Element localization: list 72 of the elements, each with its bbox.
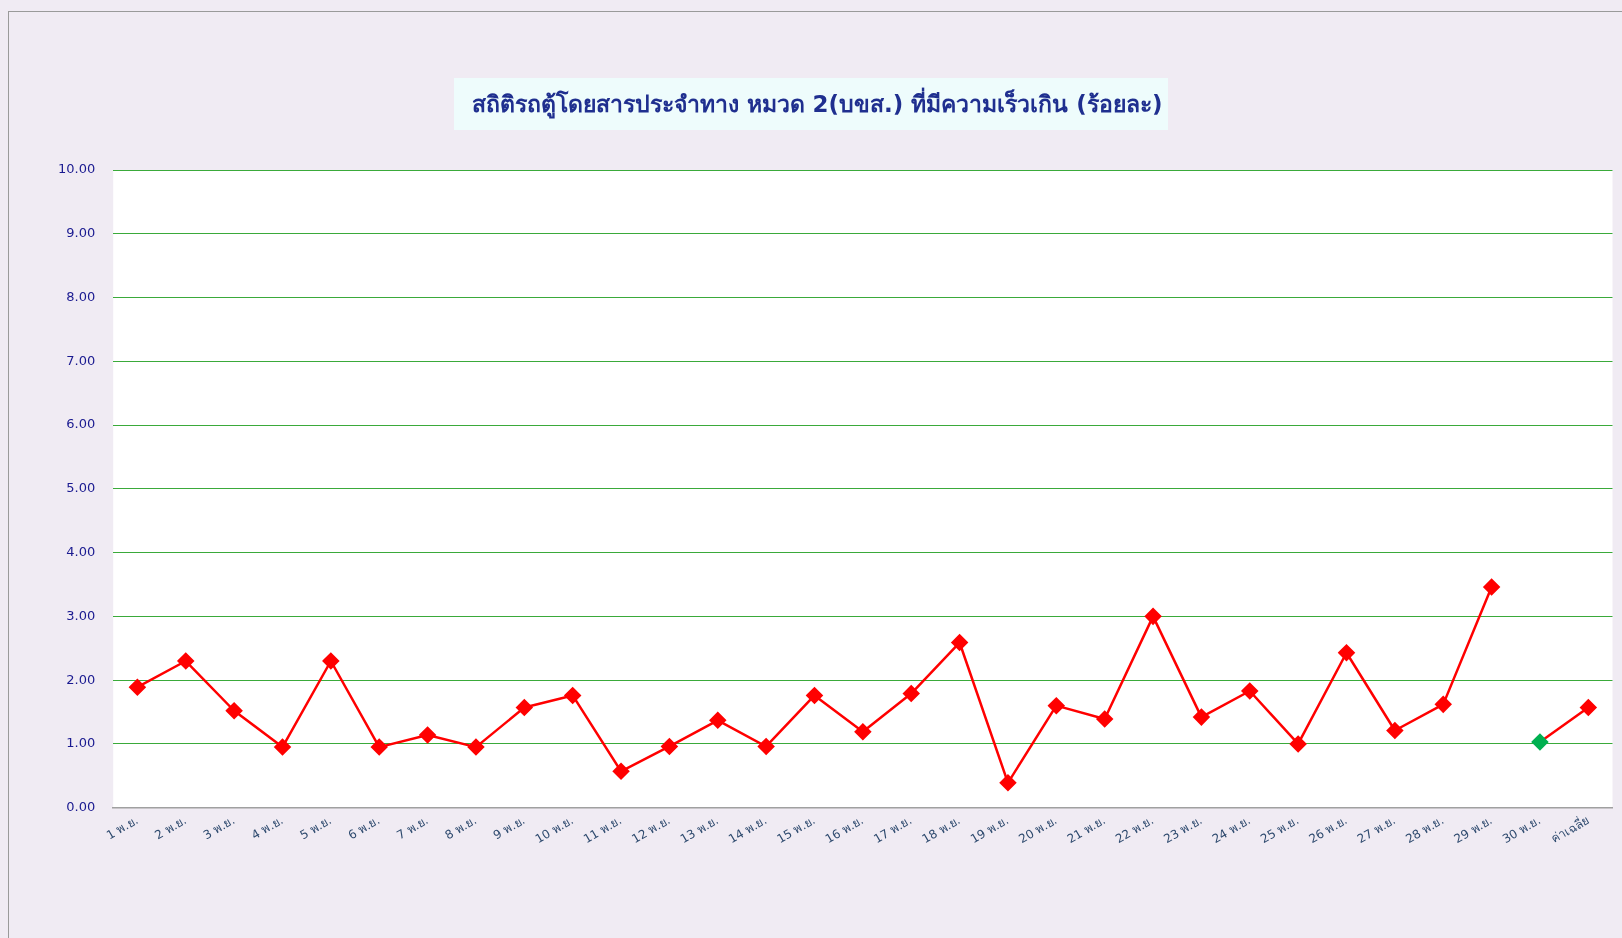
x-tick-label: 9 พ.ย. (490, 813, 528, 843)
x-tick-label: 4 พ.ย. (249, 813, 286, 843)
y-tick-label: 1.00 (66, 735, 96, 751)
y-tick-label: 3.00 (66, 607, 96, 623)
point (564, 687, 581, 704)
x-tick-label: 3 พ.ย. (200, 813, 238, 843)
point (1241, 682, 1259, 700)
point (322, 652, 340, 670)
point (129, 678, 146, 696)
point (274, 738, 291, 756)
x-tick-label: 23 พ.ย. (1161, 813, 1205, 847)
point (1144, 608, 1162, 625)
x-tick-label: 29 พ.ย. (1451, 813, 1495, 847)
point (1289, 735, 1307, 753)
x-tick-label: 14 พ.ย. (726, 813, 770, 847)
x-tick-label: 24 พ.ย. (1209, 813, 1253, 847)
x-tick-label: 1 พ.ย. (103, 813, 141, 843)
x-tick-label: 6 พ.ย. (345, 813, 383, 843)
point (1338, 644, 1355, 661)
x-tick-label: 19 พ.ย. (967, 813, 1012, 847)
x-tick-label: 13 พ.ย. (677, 813, 721, 847)
x-tick-label: 5 พ.ย. (297, 813, 334, 843)
y-tick-label: 7.00 (66, 352, 96, 368)
point (177, 652, 195, 670)
point (661, 738, 678, 755)
point (1048, 697, 1065, 714)
x-tick-label: 10 พ.ย. (532, 813, 576, 847)
x-tick-label: 21 พ.ย. (1064, 813, 1108, 847)
point (1193, 708, 1210, 726)
x-tick-label: 25 พ.ย. (1258, 813, 1302, 847)
point (612, 763, 630, 780)
x-tick-label: 16 พ.ย. (822, 813, 866, 847)
point (709, 712, 727, 729)
y-tick-label: 5.00 (66, 480, 96, 496)
x-tick-label: 28 พ.ย. (1403, 813, 1447, 847)
point (370, 738, 388, 756)
point (516, 699, 533, 716)
y-tick-label: 8.00 (66, 288, 96, 304)
point (467, 738, 485, 756)
point (1531, 733, 1549, 751)
point (1096, 710, 1113, 728)
point (757, 738, 775, 755)
point (1483, 578, 1500, 596)
point (419, 726, 436, 744)
point (1434, 696, 1452, 713)
x-tick-label: 20 พ.ย. (1016, 813, 1060, 847)
x-tick-label: 11 พ.ย. (581, 813, 625, 847)
point (1386, 722, 1404, 739)
y-tick-label: 4.00 (66, 543, 96, 559)
y-tick-label: 0.00 (66, 799, 96, 815)
x-tick-label: 8 พ.ย. (442, 813, 480, 843)
x-tick-label: 7 พ.ย. (394, 813, 431, 843)
point (951, 634, 968, 651)
x-tick-label: 15 พ.ย. (774, 813, 818, 847)
point (854, 723, 872, 741)
y-tick-label: 6.00 (66, 416, 96, 432)
x-tick-label: 27 พ.ย. (1354, 813, 1398, 847)
x-tick-label: 17 พ.ย. (871, 813, 915, 847)
x-tick-label: 2 พ.ย. (152, 813, 189, 843)
x-tick-label: 12 พ.ย. (629, 813, 673, 847)
point (999, 774, 1017, 792)
point (902, 685, 920, 702)
y-tick-label: 10.00 (58, 161, 96, 177)
x-tick-label: 30 พ.ย. (1499, 813, 1544, 847)
x-tick-label: 18 พ.ย. (919, 813, 963, 847)
point (806, 687, 823, 704)
y-tick-label: 2.00 (66, 671, 96, 687)
x-tick-label: 22 พ.ย. (1113, 813, 1157, 847)
chart-title: สถิติรถตู้โดยสารประจำทาง หมวด 2(บขส.) ที่มีความเร็วเกิน (ร้อยละ) (453, 78, 1169, 130)
y-tick-label: 9.00 (66, 225, 96, 241)
point (225, 702, 243, 719)
x-tick-label: 26 พ.ย. (1306, 813, 1350, 847)
